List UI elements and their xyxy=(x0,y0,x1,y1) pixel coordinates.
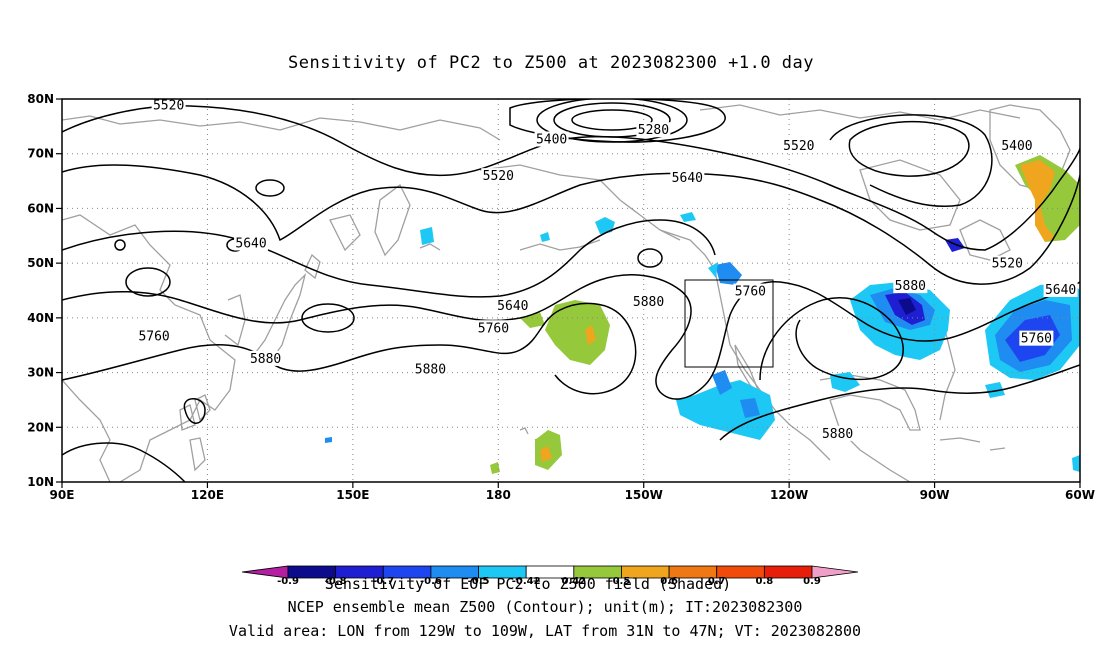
colorbar-label: -0.8 xyxy=(325,576,347,587)
lon-axis: 90E 120E 150E 180 150W 120W 90W 60W xyxy=(50,482,1095,502)
contour-label-bg xyxy=(534,131,569,147)
contour-label: 5640 xyxy=(235,236,266,251)
lat-tick-label: 30N xyxy=(27,366,54,380)
contour-label: 5880 xyxy=(250,352,281,367)
contour-labels: 5520 5400 5280 5520 5400 5520 5640 5640 5520 5640… xyxy=(137,99,1100,442)
colorbar-label: 0.8 xyxy=(756,576,774,587)
lon-tick-label: 90E xyxy=(50,488,75,502)
contour-label-bg xyxy=(733,283,768,299)
contour-label: 5880 xyxy=(1079,388,1100,403)
contour-label: 5280 xyxy=(638,123,669,138)
colorbar: -0.9 -0.8 -0.7 -0.6 -0.5 -0.42 0.42 0.5 0.6 0.7 0.… xyxy=(241,565,859,587)
contour-label: 5520 xyxy=(783,139,814,154)
contour-label-bg xyxy=(636,122,671,138)
colorbar-label: 0.9 xyxy=(803,576,821,587)
footer-line-3: Valid area: LON from 129W to 109W, LAT f… xyxy=(229,622,861,640)
contour-label: 5760 xyxy=(138,329,169,344)
lon-tick-label: 180 xyxy=(486,488,511,502)
contour-label-bg xyxy=(820,425,855,441)
map-border xyxy=(61,98,1081,483)
contour-label: 5640 xyxy=(672,171,703,186)
lat-tick-label: 80N xyxy=(27,92,54,106)
colorbar-label: -0.6 xyxy=(420,576,442,587)
lat-axis: 80N 70N 60N 50N 40N 30N 20N 10N xyxy=(27,92,62,489)
colorbar-label: -0.5 xyxy=(468,576,490,587)
contour-label-bg xyxy=(234,235,269,251)
contour-label-bg xyxy=(990,255,1025,271)
contour-label: 5400 xyxy=(1001,139,1032,154)
lat-tick-label: 20N xyxy=(27,420,54,434)
contour-label: 5640 xyxy=(1045,283,1076,298)
colorbar-label: -0.42 xyxy=(512,576,541,587)
contour-label: 5760 xyxy=(478,321,509,336)
lon-tick-label: 150E xyxy=(336,488,369,502)
contour-label: 5880 xyxy=(633,295,664,310)
contour-label-bg xyxy=(476,320,511,336)
lat-tick-label: 50N xyxy=(27,256,54,270)
colorbar-label: -0.9 xyxy=(277,576,299,587)
contour-label: 5880 xyxy=(822,427,853,442)
contour-label-bg xyxy=(631,293,666,309)
contour-label: 5520 xyxy=(483,169,514,184)
lat-tick-label: 40N xyxy=(27,311,54,325)
contour-label-bg xyxy=(1019,330,1054,346)
contour-label: 5400 xyxy=(536,132,567,147)
colorbar-end-high xyxy=(811,565,859,579)
map-panel: 5520 5400 5280 5520 5400 5520 5640 5640 5520 5640… xyxy=(62,99,1100,482)
contour-label: 5640 xyxy=(497,299,528,314)
contour-label-bg xyxy=(1077,387,1080,403)
contour-label-bg xyxy=(999,138,1034,154)
colorbar-label: 0.6 xyxy=(660,576,678,587)
contour-label: 5880 xyxy=(895,279,926,294)
contour-label-bg xyxy=(481,168,516,184)
contour-label: 5760 xyxy=(735,285,766,300)
contour-label-bg xyxy=(413,361,448,377)
contour-label-bg xyxy=(248,350,283,366)
contour-label: 5520 xyxy=(992,257,1023,272)
footer-line-2: NCEP ensemble mean Z500 (Contour); unit(… xyxy=(288,598,803,616)
contour-label-bg xyxy=(137,328,172,344)
contour-label: 5880 xyxy=(415,362,446,377)
map-title: Sensitivity of PC2 to Z500 at 2023082300… xyxy=(288,53,814,73)
contour-label-bg xyxy=(151,99,186,113)
valid-area-box xyxy=(684,279,774,368)
colorbar-label: 0.42 xyxy=(561,576,586,587)
lat-tick-label: 60N xyxy=(27,201,54,215)
lat-tick-label: 70N xyxy=(27,147,54,161)
lon-tick-label: 120E xyxy=(191,488,224,502)
contour-label-bg xyxy=(893,278,928,294)
lon-tick-label: 90W xyxy=(920,488,950,502)
contour-label: 5760 xyxy=(1021,332,1052,347)
contour-label-bg xyxy=(781,138,816,154)
colorbar-label: 0.5 xyxy=(613,576,631,587)
lon-tick-label: 150W xyxy=(625,488,663,502)
contour-label-bg xyxy=(495,297,530,313)
z500-contours xyxy=(62,99,1080,482)
contour-label-bg xyxy=(1043,281,1078,297)
contour-label-bg xyxy=(670,169,705,185)
lon-tick-label: 120W xyxy=(770,488,808,502)
colorbar-label: -0.7 xyxy=(372,576,394,587)
lat-tick-label: 10N xyxy=(27,475,54,489)
footer-line-1: Sensitivity of EOF PC2 to Z500 field (Sh… xyxy=(325,575,731,593)
colorbar-label: 0.7 xyxy=(708,576,726,587)
contour-label: 5520 xyxy=(153,99,184,114)
lon-tick-label: 60W xyxy=(1065,488,1095,502)
